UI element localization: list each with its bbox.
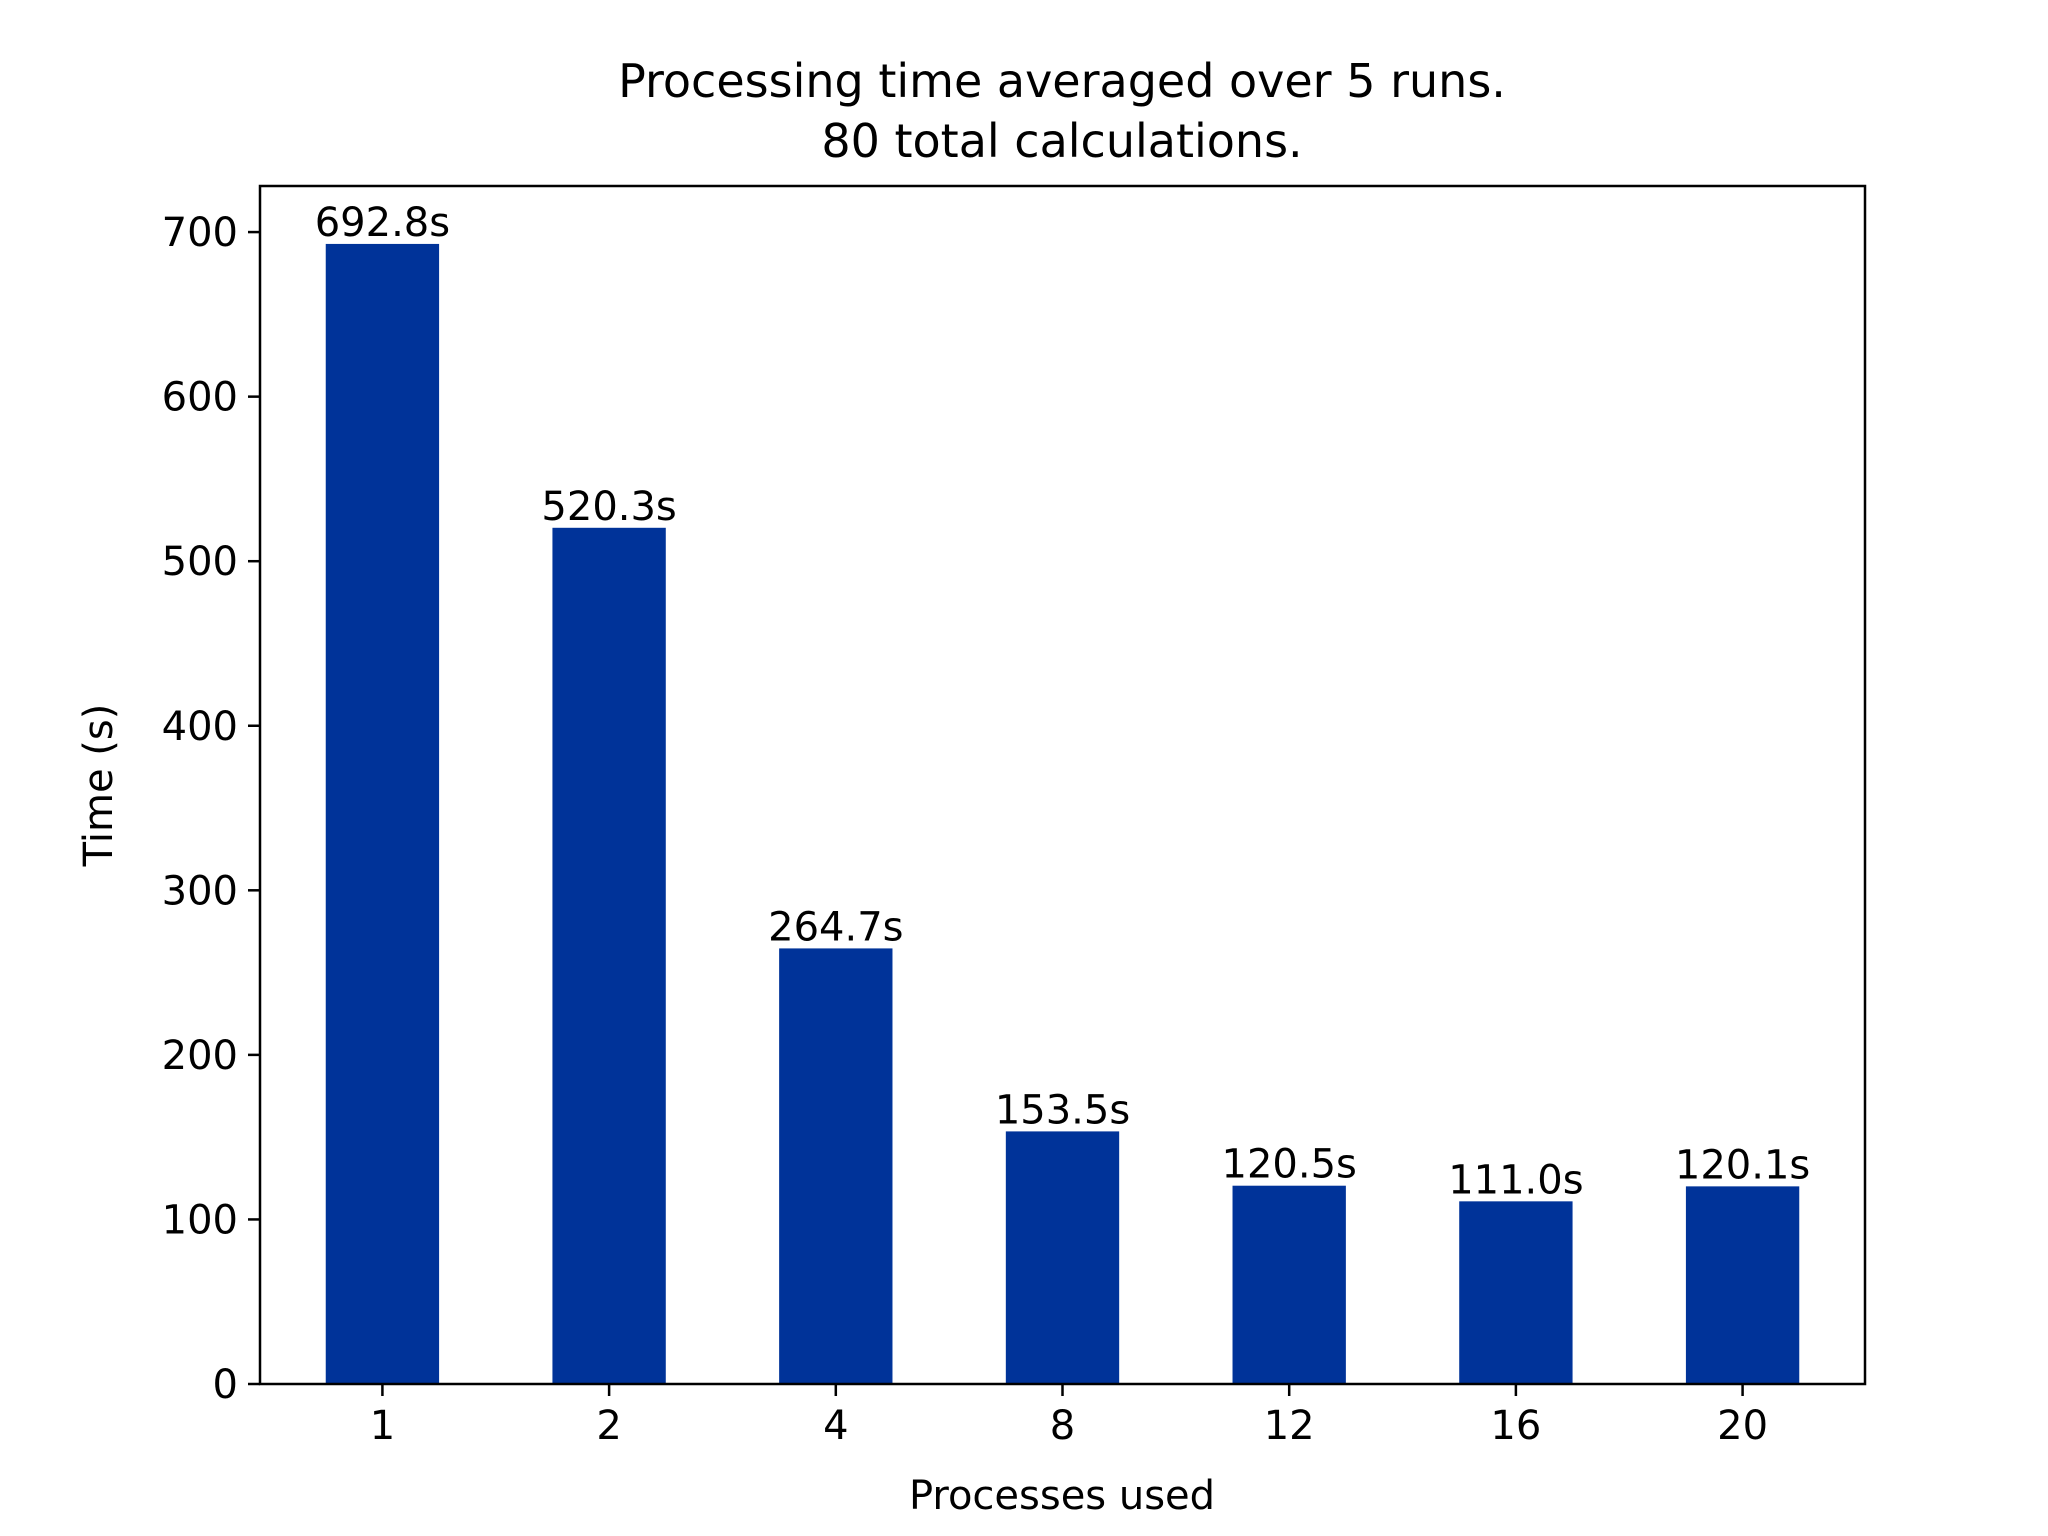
bar-16 <box>1459 1201 1573 1384</box>
bar-1 <box>325 243 440 1384</box>
x-tick-label-1: 1 <box>370 1403 395 1449</box>
chart-title: Processing time averaged over 5 runs. <box>618 54 1506 108</box>
bar-4 <box>779 948 893 1384</box>
bars-layer <box>325 243 1800 1384</box>
data-label-8: 153.5s <box>995 1087 1130 1133</box>
y-tick-label-300: 300 <box>162 868 238 914</box>
x-tick-label-2: 2 <box>596 1403 621 1449</box>
x-axis-label: Processes used <box>909 1473 1215 1519</box>
data-label-2: 520.3s <box>541 484 676 530</box>
x-tick-label-8: 8 <box>1050 1403 1075 1449</box>
y-axis: 0 100 200 300 400 500 600 700 <box>162 210 260 1408</box>
y-axis-label: Time (s) <box>76 704 122 868</box>
data-label-12: 120.5s <box>1222 1142 1357 1188</box>
y-tick-label-700: 700 <box>162 210 238 256</box>
y-tick-label-200: 200 <box>162 1033 238 1079</box>
data-label-1: 692.8s <box>315 200 450 246</box>
data-label-20: 120.1s <box>1675 1142 1810 1188</box>
data-label-4: 264.7s <box>768 904 903 950</box>
chart-subtitle: 80 total calculations. <box>821 114 1302 168</box>
chart-title-group: Processing time averaged over 5 runs. 80… <box>618 54 1506 168</box>
x-tick-label-20: 20 <box>1717 1403 1768 1449</box>
x-tick-label-12: 12 <box>1264 1403 1315 1449</box>
y-tick-label-100: 100 <box>162 1197 238 1243</box>
y-tick-label-400: 400 <box>162 704 238 750</box>
data-label-16: 111.0s <box>1448 1157 1583 1203</box>
bar-20 <box>1685 1186 1800 1384</box>
y-tick-label-500: 500 <box>162 539 238 585</box>
data-labels-layer: 692.8s 520.3s 264.7s 153.5s 120.5s 111.0s 120.… <box>315 200 1811 1203</box>
bar-12 <box>1232 1185 1346 1384</box>
y-tick-label-600: 600 <box>162 375 238 421</box>
y-tick-label-0: 0 <box>213 1362 238 1408</box>
x-tick-label-16: 16 <box>1490 1403 1541 1449</box>
bar-2 <box>552 527 666 1384</box>
bar-8 <box>1005 1131 1120 1384</box>
x-axis: 1 2 4 8 12 16 20 <box>370 1384 1768 1449</box>
x-tick-label-4: 4 <box>823 1403 848 1449</box>
